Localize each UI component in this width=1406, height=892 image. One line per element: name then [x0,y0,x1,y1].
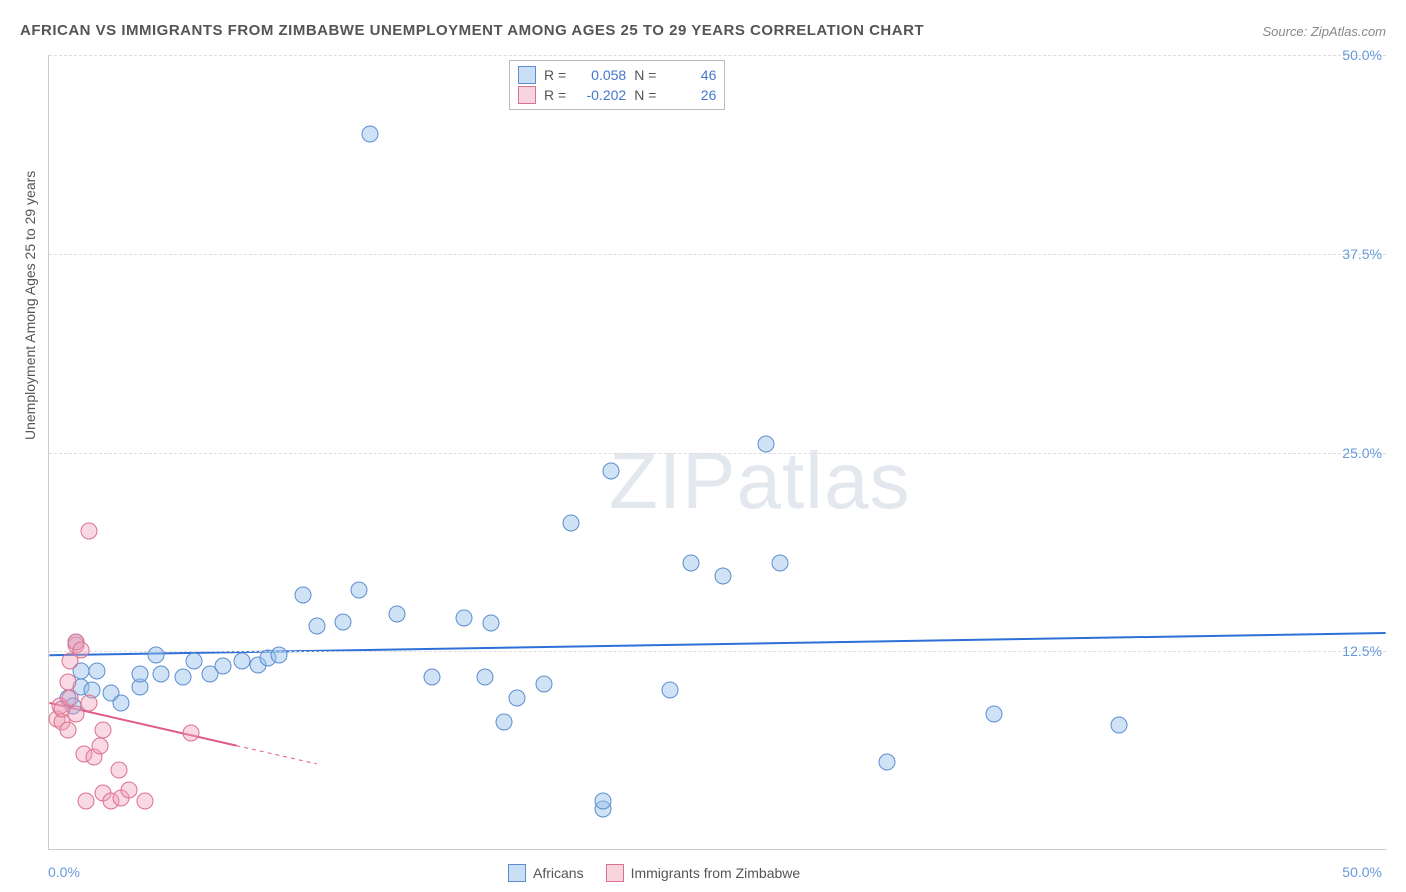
data-point [137,793,154,810]
data-point [78,793,95,810]
data-point [477,669,494,686]
swatch-zimbabwe-icon [606,864,624,882]
gridline [49,55,1386,56]
data-point [362,125,379,142]
data-point [94,721,111,738]
data-point [985,705,1002,722]
data-point [62,689,79,706]
r-label: R = [544,67,566,83]
data-point [59,674,76,691]
x-tick-max: 50.0% [1342,864,1382,880]
r-label: R = [544,87,566,103]
data-point [185,653,202,670]
legend-item-zimbabwe: Immigrants from Zimbabwe [606,864,801,882]
y-tick-label: 50.0% [1342,47,1382,63]
n-label: N = [634,87,656,103]
data-point [878,753,895,770]
data-point [683,554,700,571]
r-value-a: 0.058 [574,67,626,83]
legend-item-africans: Africans [508,864,584,882]
legend-label-zimbabwe: Immigrants from Zimbabwe [631,865,801,881]
data-point [174,669,191,686]
data-point [182,724,199,741]
watermark-bold: ZIP [609,436,736,525]
y-tick-label: 12.5% [1342,643,1382,659]
data-point [482,615,499,632]
gridline [49,254,1386,255]
data-point [233,653,250,670]
data-point [335,613,352,630]
data-point [1111,716,1128,733]
data-point [495,713,512,730]
data-point [81,523,98,540]
y-tick-label: 25.0% [1342,445,1382,461]
data-point [661,682,678,699]
data-point [59,721,76,738]
legend-label-africans: Africans [533,865,584,881]
y-tick-label: 37.5% [1342,246,1382,262]
scatter-plot: ZIPatlas R = 0.058 N = 46 R = -0.202 N =… [48,55,1386,850]
n-label: N = [634,67,656,83]
data-point [153,666,170,683]
data-point [214,658,231,675]
data-point [89,662,106,679]
data-point [594,793,611,810]
data-point [758,435,775,452]
data-point [455,610,472,627]
stats-row-b: R = -0.202 N = 26 [518,85,716,105]
y-axis-label: Unemployment Among Ages 25 to 29 years [22,171,38,440]
data-point [602,462,619,479]
n-value-a: 46 [664,67,716,83]
stats-legend: R = 0.058 N = 46 R = -0.202 N = 26 [509,60,725,110]
data-point [121,782,138,799]
data-point [509,689,526,706]
gridline [49,651,1386,652]
trend-line-zimbabwe-dashed [236,746,316,764]
data-point [536,675,553,692]
data-point [423,669,440,686]
data-point [295,586,312,603]
data-point [110,761,127,778]
data-point [73,642,90,659]
data-point [562,515,579,532]
data-point [271,647,288,664]
data-point [388,605,405,622]
source-label: Source: ZipAtlas.com [1262,24,1386,39]
swatch-zimbabwe [518,86,536,104]
chart-title: AFRICAN VS IMMIGRANTS FROM ZIMBABWE UNEM… [20,22,924,39]
data-point [308,618,325,635]
data-point [148,647,165,664]
swatch-africans-icon [508,864,526,882]
n-value-b: 26 [664,87,716,103]
x-tick-min: 0.0% [48,864,80,880]
data-point [131,666,148,683]
stats-row-a: R = 0.058 N = 46 [518,65,716,85]
r-value-b: -0.202 [574,87,626,103]
data-point [771,554,788,571]
data-point [81,694,98,711]
data-point [113,694,130,711]
swatch-africans [518,66,536,84]
data-point [351,581,368,598]
gridline [49,453,1386,454]
data-point [91,737,108,754]
data-point [715,567,732,584]
series-legend: Africans Immigrants from Zimbabwe [508,864,800,882]
